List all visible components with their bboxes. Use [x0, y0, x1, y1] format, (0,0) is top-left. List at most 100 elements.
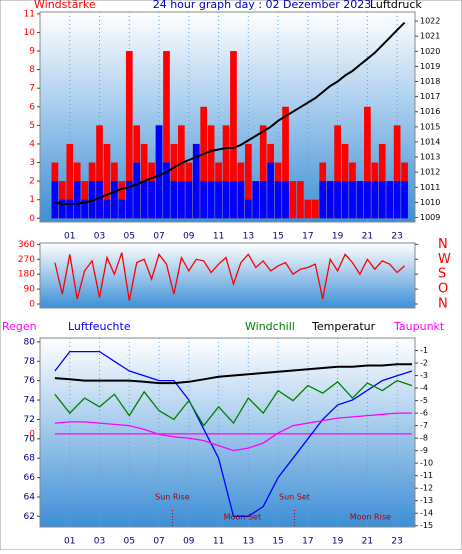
y-tick-label: 74	[24, 396, 36, 406]
x-tick-label: 09	[183, 537, 195, 547]
x-tick-label: 09	[183, 232, 195, 242]
y-axis-title: Windstärke	[34, 0, 96, 11]
bar	[118, 199, 126, 219]
y2-tick-label: -4	[420, 384, 428, 393]
bar	[326, 181, 334, 219]
x-tick-label: 23	[391, 232, 402, 242]
bar	[58, 199, 66, 219]
legend-label: Windchill	[245, 320, 295, 333]
bar	[274, 181, 282, 219]
series-line	[54, 379, 413, 427]
bar	[304, 199, 312, 219]
bar	[163, 51, 170, 219]
y2-tick-label: N	[438, 237, 448, 252]
x-tick-label: 13	[243, 537, 254, 547]
x-tick-label: 05	[124, 232, 135, 242]
legend-label: Regen	[2, 320, 37, 333]
legend-label: Taupunkt	[393, 320, 445, 333]
y-tick-label: 2	[29, 177, 35, 187]
bar	[125, 51, 133, 219]
y2-tick-label: -12	[420, 484, 433, 493]
bar	[178, 125, 185, 219]
bar	[282, 181, 289, 219]
y-tick-label: 270	[18, 255, 35, 265]
bar	[73, 181, 81, 219]
x-tick-label: 07	[153, 537, 164, 547]
rain-tick-label: 0	[29, 429, 35, 439]
x-tick-label: 05	[124, 537, 135, 547]
x-tick-label: 15	[272, 232, 283, 242]
bar	[111, 181, 118, 219]
y2-tick-label: -3	[420, 371, 428, 380]
y2-tick-label: -9	[420, 446, 428, 455]
x-tick-label: 03	[94, 232, 105, 242]
bar	[349, 181, 356, 219]
legend-label: Temperatur	[311, 320, 376, 333]
annotation: Moon Set	[224, 513, 261, 522]
y2-tick-label: 1019	[420, 62, 440, 71]
bar	[364, 181, 371, 219]
x-tick-label: 19	[332, 537, 344, 547]
bar	[207, 125, 215, 219]
y2-tick-label: 1021	[420, 32, 440, 41]
y2-tick-label: 1010	[420, 198, 440, 207]
y-tick-label: 11	[24, 9, 35, 19]
bar	[222, 181, 230, 219]
bar	[259, 181, 267, 219]
y-tick-label: 68	[24, 454, 36, 464]
x-tick-label: 13	[243, 232, 254, 242]
y-tick-label: 72	[24, 415, 35, 425]
y-tick-label: 6	[29, 102, 35, 112]
annotation: Sun Rise	[155, 493, 190, 502]
y2-tick-label: -10	[420, 459, 433, 468]
bar	[297, 181, 304, 219]
bar	[334, 181, 341, 219]
bar	[341, 181, 349, 219]
x-tick-label: 11	[213, 232, 224, 242]
y2-tick-label: 1020	[420, 47, 440, 56]
bar	[378, 143, 386, 219]
y2-tick-label: 1015	[420, 122, 440, 131]
y-tick-label: 62	[24, 512, 35, 522]
annotation: Moon Rise	[350, 513, 391, 522]
series-line	[54, 412, 412, 452]
bar	[178, 181, 185, 219]
bar	[244, 199, 252, 219]
bar	[88, 181, 96, 219]
y-tick-label: 78	[24, 357, 36, 367]
y2-tick-label: -2	[420, 359, 428, 368]
x-tick-label: 01	[64, 537, 75, 547]
x-tick-label: 21	[362, 537, 373, 547]
bar	[334, 125, 341, 219]
y2-tick-label: 1011	[420, 183, 440, 192]
bar	[81, 199, 88, 219]
y-tick-label: 9	[29, 47, 35, 57]
bar	[364, 106, 371, 219]
bar	[259, 125, 267, 219]
y2-tick-label: 1013	[420, 153, 440, 162]
bar	[401, 181, 408, 219]
x-tick-label: 17	[302, 537, 313, 547]
y-tick-label: 5	[29, 121, 35, 131]
bar	[155, 125, 163, 219]
bar	[267, 162, 275, 219]
bar	[237, 181, 245, 219]
y2-tick-label: -15	[420, 521, 433, 530]
y2-tick-label: O	[438, 282, 448, 297]
y-tick-label: 0	[29, 300, 35, 310]
y2-tick-label: 1012	[420, 168, 440, 177]
bar	[103, 199, 111, 219]
y-tick-label: 0	[29, 214, 35, 224]
x-tick-label: 11	[213, 537, 224, 547]
y2-tick-label: -8	[420, 434, 428, 443]
bar	[311, 199, 319, 219]
bar	[244, 143, 252, 219]
x-tick-label: 03	[94, 537, 105, 547]
bar	[51, 181, 59, 219]
bar	[96, 125, 103, 219]
bar	[96, 181, 103, 219]
bar	[319, 181, 327, 219]
y2-tick-label: -13	[420, 496, 433, 505]
bar	[252, 181, 260, 219]
